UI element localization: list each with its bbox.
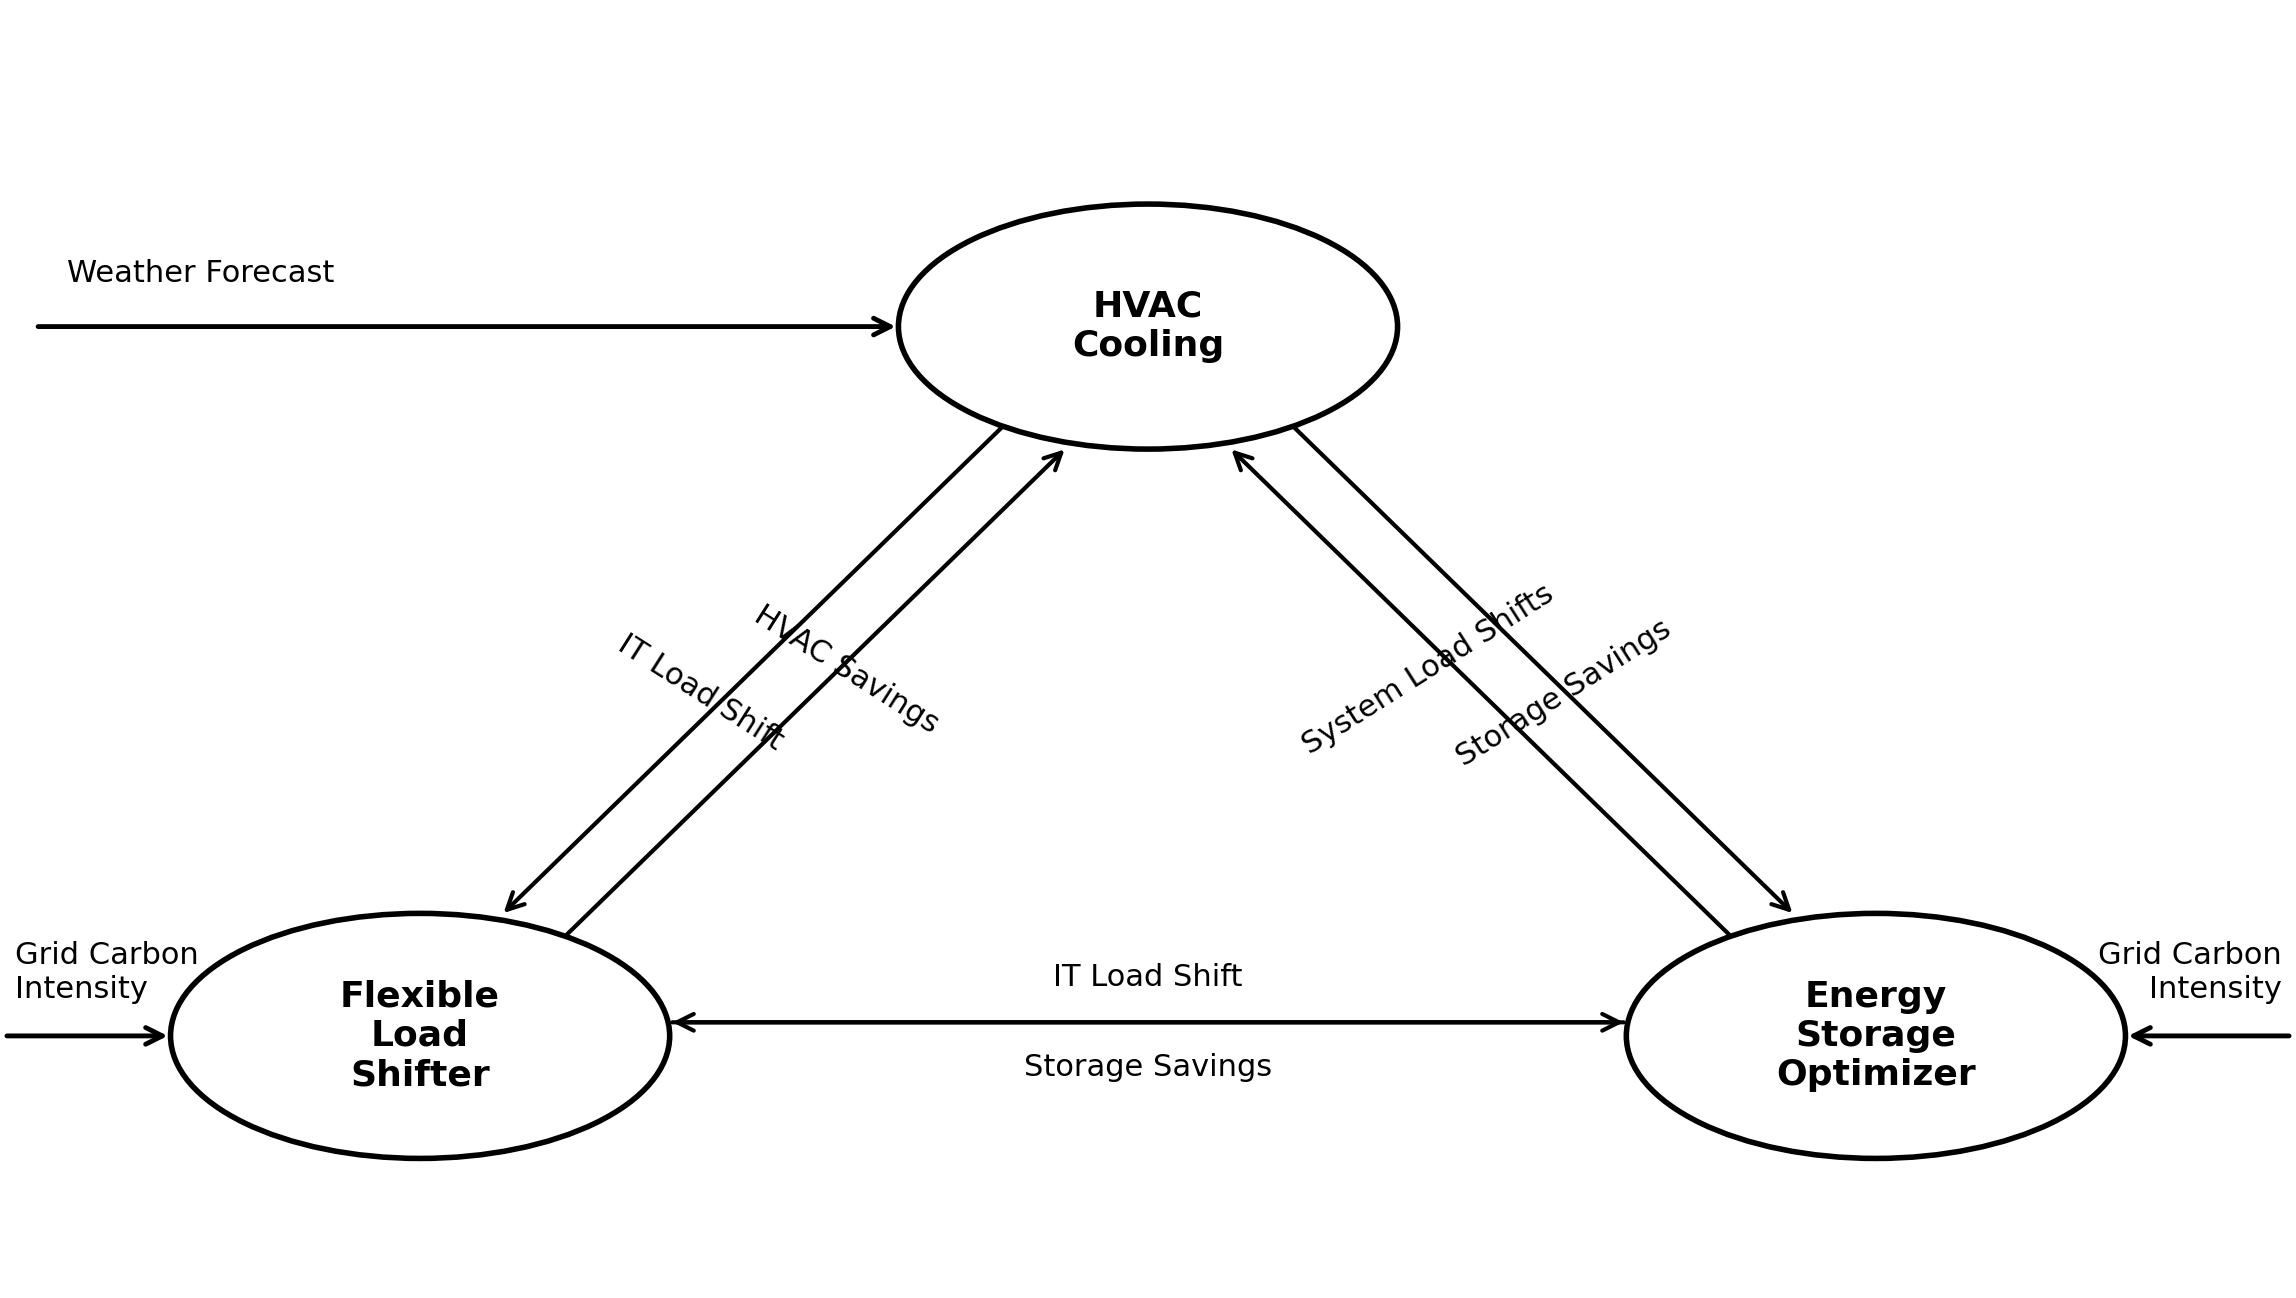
Text: IT Load Shift: IT Load Shift bbox=[1054, 963, 1242, 992]
Text: Energy
Storage
Optimizer: Energy Storage Optimizer bbox=[1777, 980, 1977, 1093]
Text: HVAC Savings: HVAC Savings bbox=[748, 601, 944, 739]
Ellipse shape bbox=[898, 204, 1398, 449]
Text: Weather Forecast: Weather Forecast bbox=[67, 258, 333, 288]
Text: Flexible
Load
Shifter: Flexible Load Shifter bbox=[340, 980, 501, 1093]
Text: IT Load Shift: IT Load Shift bbox=[613, 630, 788, 755]
Ellipse shape bbox=[1626, 914, 2126, 1158]
Text: Storage Savings: Storage Savings bbox=[1451, 614, 1676, 771]
Text: Storage Savings: Storage Savings bbox=[1024, 1053, 1272, 1083]
Text: Grid Carbon
Intensity: Grid Carbon Intensity bbox=[14, 941, 197, 1003]
Ellipse shape bbox=[170, 914, 670, 1158]
Text: Grid Carbon
Intensity: Grid Carbon Intensity bbox=[2099, 941, 2282, 1003]
Text: System Load Shifts: System Load Shifts bbox=[1297, 579, 1559, 761]
Text: HVAC
Cooling: HVAC Cooling bbox=[1072, 289, 1224, 363]
